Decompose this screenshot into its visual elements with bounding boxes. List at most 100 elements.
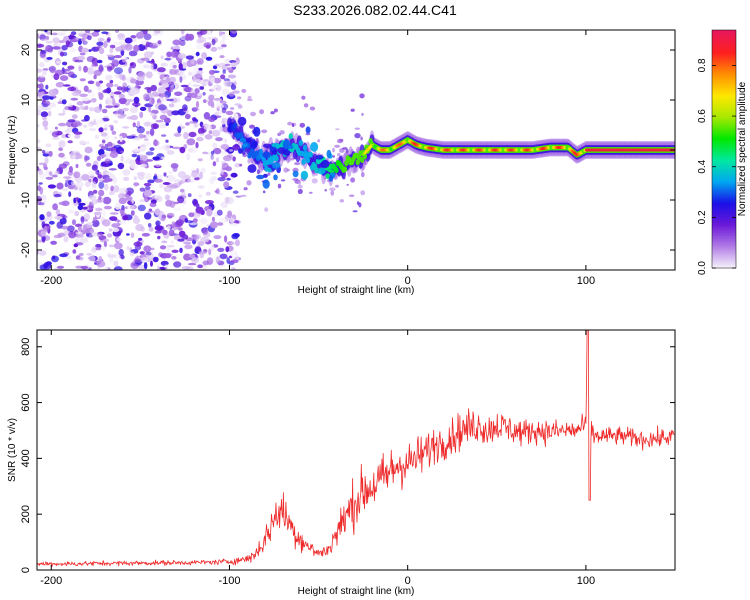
heatmap-cell: [240, 194, 247, 197]
heatmap-cell: [131, 153, 138, 158]
heatmap-cell: [235, 195, 242, 198]
heatmap-cell: [93, 211, 102, 215]
colorbar-segment: [712, 194, 736, 198]
heatmap-cell: [81, 96, 90, 102]
heatmap-cell: [51, 174, 58, 178]
heatmap-cell: [152, 156, 160, 161]
heatmap-cell: [208, 130, 213, 135]
heatmap-cell: [47, 110, 52, 117]
heatmap-cell: [37, 146, 41, 150]
heatmap-cell: [186, 179, 195, 183]
heatmap-cell: [283, 167, 289, 173]
heatmap-cell: [48, 89, 57, 97]
heatmap-cell: [150, 63, 155, 70]
colorbar-segment: [712, 85, 736, 89]
colorbar-segment: [712, 57, 736, 61]
heatmap-cell: [234, 163, 241, 168]
heatmap-cell: [83, 219, 88, 222]
heatmap-cell: [61, 134, 67, 139]
heatmap-cell: [116, 86, 123, 91]
heatmap-cell: [192, 117, 197, 121]
heatmap-cell: [149, 202, 157, 208]
heatmap-cell: [40, 230, 47, 237]
heatmap-cell: [277, 132, 281, 137]
heatmap-cell: [171, 255, 177, 260]
heatmap-cell: [291, 123, 295, 128]
heatmap-cell: [107, 141, 113, 147]
heatmap-cell: [57, 113, 65, 116]
heatmap-cell: [74, 210, 80, 217]
y-tick-label: 0: [20, 147, 32, 153]
heatmap-cell: [112, 227, 120, 233]
heatmap-cell: [253, 126, 261, 137]
heatmap-cell: [155, 119, 164, 123]
heatmap-cell: [104, 143, 109, 149]
colorbar-segment: [712, 121, 736, 124]
colorbar-segment: [712, 238, 736, 241]
heatmap-cell: [227, 74, 237, 79]
heatmap-cell: [74, 197, 80, 201]
heatmap-cell: [87, 222, 94, 226]
heatmap-cell: [195, 141, 199, 149]
heatmap-cell: [206, 209, 213, 217]
colorbar-segment: [712, 244, 736, 247]
heatmap-cell: [166, 51, 173, 58]
heatmap-cell: [55, 81, 65, 88]
heatmap-cell: [166, 77, 170, 83]
heatmap-cell: [40, 38, 49, 41]
heatmap-cell: [91, 31, 100, 37]
heatmap-cell: [68, 231, 77, 239]
x-tick-label: 0: [405, 575, 411, 587]
colorbar-segment: [712, 37, 736, 41]
heatmap-cell: [301, 158, 306, 165]
heatmap-cell: [140, 146, 147, 151]
heatmap-cell: [301, 95, 306, 100]
heatmap-cell: [181, 266, 190, 270]
heatmap-cell: [192, 218, 198, 223]
colorbar-segment: [712, 236, 736, 239]
heatmap-cell: [79, 52, 86, 56]
heatmap-cell: [102, 174, 110, 180]
heatmap-cell: [88, 107, 94, 112]
heatmap-cell: [67, 65, 75, 70]
heatmap-cell: [144, 212, 152, 220]
heatmap-cell: [109, 47, 114, 54]
heatmap-cell: [187, 193, 192, 198]
heatmap-cell: [195, 245, 202, 253]
heatmap-cell: [133, 241, 143, 247]
heatmap-cell: [106, 38, 111, 43]
heatmap-cell: [190, 172, 200, 178]
x-tick-label: 100: [577, 275, 595, 287]
colorbar-segment: [712, 69, 736, 73]
heatmap-cell: [202, 260, 209, 266]
heatmap-cell: [39, 214, 45, 221]
heatmap-cell: [102, 209, 106, 217]
heatmap-cell: [97, 91, 102, 97]
heatmap-cell: [222, 69, 226, 74]
heatmap-cell: [42, 95, 51, 100]
heatmap-cell: [199, 171, 203, 180]
colorbar-segment: [712, 220, 736, 223]
heatmap-cell: [79, 139, 85, 146]
y-tick-label: 0: [20, 567, 32, 573]
heatmap-cell: [218, 192, 223, 196]
heatmap-cell: [114, 105, 118, 108]
heatmap-cell: [111, 130, 117, 135]
heatmap-cell: [167, 81, 175, 86]
heatmap-cell: [262, 190, 266, 194]
heatmap-cell: [127, 201, 132, 204]
colorbar-segment: [712, 184, 736, 188]
heatmap-cell: [197, 264, 204, 269]
heatmap-cell: [215, 137, 223, 142]
heatmap-cell: [66, 120, 73, 128]
heatmap-cell: [67, 86, 77, 92]
colorbar-segment: [712, 154, 736, 158]
heatmap-cell: [339, 199, 344, 203]
heatmap-cell: [76, 101, 84, 106]
y-tick-label: -10: [20, 192, 32, 208]
heatmap-cell: [223, 181, 230, 189]
colorbar-segment: [712, 71, 736, 75]
heatmap-cell: [186, 138, 196, 146]
heatmap-cell: [202, 99, 207, 103]
